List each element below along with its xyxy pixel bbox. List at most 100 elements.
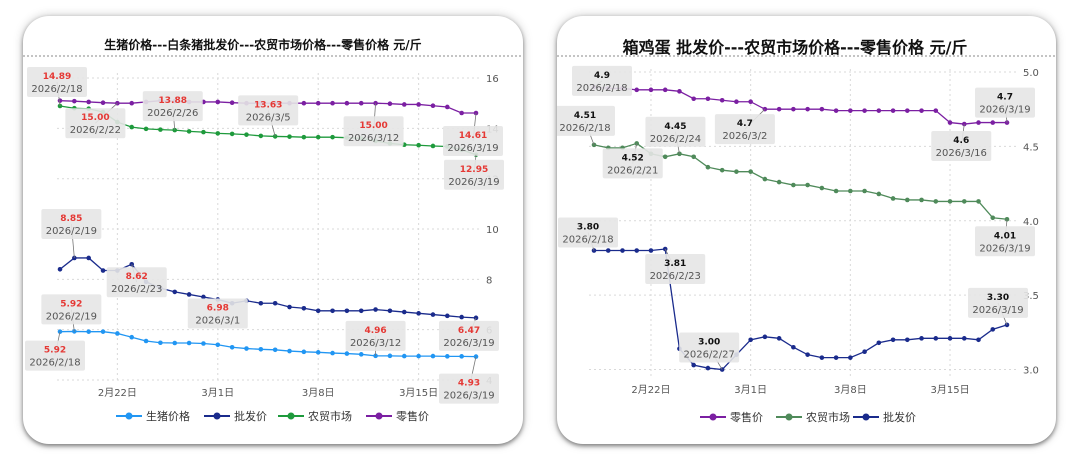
data-point xyxy=(158,340,163,346)
data-point xyxy=(287,348,292,354)
data-label-box xyxy=(41,208,102,239)
data-label-box xyxy=(25,340,85,371)
data-point xyxy=(634,248,640,253)
data-point xyxy=(401,309,407,315)
data-point xyxy=(344,100,350,106)
y-tick-label: 5.0 xyxy=(1023,68,1039,79)
data-label-value: 4.51 xyxy=(574,111,596,121)
data-point xyxy=(172,340,178,346)
legend-label: 农贸市场 xyxy=(308,409,352,423)
data-point xyxy=(315,134,321,140)
data-label-date: 2026/2/21 xyxy=(607,165,658,176)
y-tick-label: 3.0 xyxy=(1023,366,1039,377)
data-point xyxy=(791,344,796,350)
legend-label: 零售价 xyxy=(730,410,763,424)
data-point xyxy=(358,308,364,314)
data-label-value: 5.92 xyxy=(60,299,82,309)
legend-label: 农贸市场 xyxy=(806,410,850,424)
data-label: 4.93 2026/3/19 xyxy=(439,356,499,404)
data-label-date: 2026/2/19 xyxy=(46,311,97,322)
data-point xyxy=(201,294,206,300)
data-label: 6.98 2026/3/1 xyxy=(187,298,248,329)
data-point xyxy=(719,167,725,173)
data-point xyxy=(315,308,321,314)
data-label-date: 2026/3/19 xyxy=(447,143,498,154)
data-point xyxy=(387,353,393,359)
data-label: 4.9 2026/2/18 xyxy=(572,65,632,96)
data-point xyxy=(416,102,421,107)
data-point xyxy=(805,182,810,188)
data-point xyxy=(115,331,120,336)
data-point xyxy=(416,142,421,148)
data-point xyxy=(662,246,668,252)
data-label: 4.7 2026/3/19 xyxy=(975,87,1035,123)
data-label: 12.95 2026/3/19 xyxy=(444,154,504,190)
data-point xyxy=(430,143,436,149)
data-point xyxy=(848,108,853,113)
data-label-date: 2026/3/19 xyxy=(448,177,499,188)
data-point xyxy=(719,367,725,372)
data-point xyxy=(215,342,221,348)
data-label-value: 8.62 xyxy=(126,272,148,282)
data-label-date: 2026/2/27 xyxy=(684,350,735,361)
data-point xyxy=(401,102,407,107)
data-point xyxy=(691,362,696,368)
series-line-生猪价格 xyxy=(59,330,477,358)
data-point xyxy=(791,106,796,112)
data-point xyxy=(976,120,981,125)
data-label-value: 13.88 xyxy=(159,96,187,106)
data-point xyxy=(905,108,910,113)
data-point xyxy=(301,305,307,311)
data-point xyxy=(961,336,967,341)
data-point xyxy=(748,99,753,105)
data-point xyxy=(445,104,450,110)
data-label-box xyxy=(65,108,126,139)
data-point xyxy=(445,313,450,319)
data-label-box xyxy=(443,126,503,157)
data-point xyxy=(387,308,393,314)
data-point xyxy=(129,334,135,340)
data-label-box xyxy=(439,373,499,404)
chart-title: 箱鸡蛋 批发价---农贸市场价格---零售价格 元/斤 xyxy=(623,38,968,57)
x-tick-label: 2月22日 xyxy=(98,387,137,399)
data-point xyxy=(961,121,967,127)
data-point xyxy=(201,129,206,135)
data-point xyxy=(947,120,953,125)
x-tick-label: 3月15日 xyxy=(399,387,438,399)
data-label-date: 2026/2/18 xyxy=(562,235,613,246)
data-point xyxy=(919,108,924,113)
data-point xyxy=(373,100,378,106)
data-point xyxy=(100,329,106,334)
data-point xyxy=(862,108,867,113)
data-label-date: 2026/3/5 xyxy=(246,112,291,123)
data-point xyxy=(648,87,654,93)
data-point xyxy=(387,101,393,106)
data-point xyxy=(933,336,939,341)
data-label: 5.92 2026/2/18 xyxy=(25,331,85,371)
data-label-box xyxy=(679,332,740,363)
data-label: 3.00 2026/2/27 xyxy=(679,332,740,370)
data-label-date: 2026/2/26 xyxy=(147,108,198,119)
x-tick-label: 3月1日 xyxy=(734,384,767,396)
data-point xyxy=(748,337,753,343)
data-point xyxy=(976,199,981,204)
data-label-box xyxy=(41,294,102,325)
data-point xyxy=(416,311,421,316)
data-point xyxy=(244,346,249,351)
egg-price-chart-card: 箱鸡蛋 批发价---农贸市场价格---零售价格 元/斤 3.0 3.5 4.0 4.5… xyxy=(557,16,1056,444)
data-label: 14.89 2026/2/18 xyxy=(27,66,87,107)
data-point xyxy=(416,353,421,359)
data-point xyxy=(691,154,696,160)
series-line-农贸市场 xyxy=(59,105,477,156)
data-point xyxy=(373,307,378,312)
data-label: 4.51 2026/2/18 xyxy=(557,105,615,146)
data-point xyxy=(976,337,981,343)
data-label-value: 4.52 xyxy=(622,153,644,163)
data-label: 4.45 2026/2/24 xyxy=(645,116,706,154)
data-label-box xyxy=(343,116,404,147)
chart-title: 生猪价格---白条猪批发价---农贸市场价格---零售价格 元/斤 xyxy=(104,37,421,52)
data-label-value: 4.7 xyxy=(737,119,753,129)
data-point xyxy=(605,248,611,253)
data-point xyxy=(445,354,450,359)
data-point xyxy=(430,312,436,317)
